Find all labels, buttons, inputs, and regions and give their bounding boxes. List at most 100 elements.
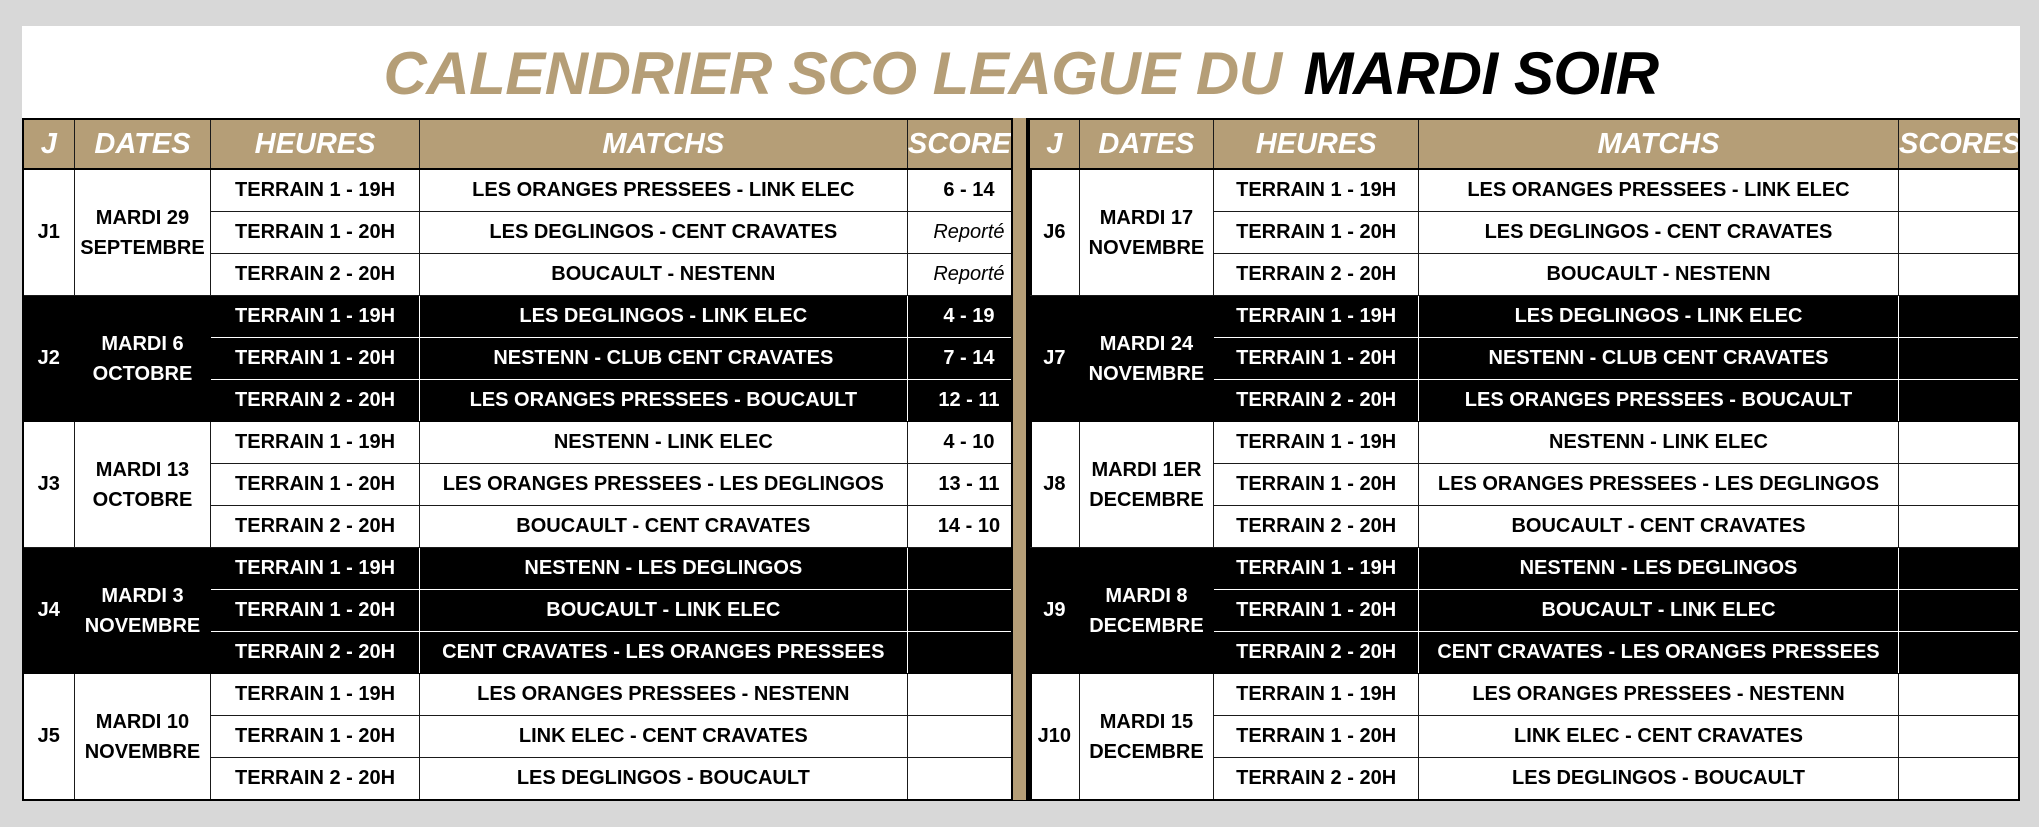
table-row: J7 MARDI 24 NOVEMBRE TERRAIN 1 - 19H LES DE… [1028, 295, 2020, 422]
matchday-cell: J7 [1028, 295, 1080, 422]
heure-cell: TERRAIN 1 - 19H [210, 295, 420, 338]
heure-cell: TERRAIN 1 - 20H [210, 211, 420, 254]
heure-cell: TERRAIN 1 - 20H [210, 589, 420, 632]
header-scores: SCORES [906, 118, 1032, 170]
date-cell: MARDI 6 OCTOBRE [73, 295, 212, 422]
table-row: TERRAIN 1 - 20H NESTENN - CLUB CENT CRAVA… [1029, 337, 2020, 380]
match-cell: BOUCAULT - LINK ELEC [418, 589, 908, 632]
matchday-cell: J6 [1028, 168, 1080, 296]
heure-cell: TERRAIN 1 - 19H [1213, 295, 1420, 338]
header-j: J [22, 118, 75, 170]
heure-cell: TERRAIN 2 - 20H [210, 631, 420, 674]
match-cell: LES DEGLINGOS - CENT CRAVATES [418, 211, 908, 254]
heure-cell: TERRAIN 1 - 19H [210, 547, 420, 590]
match-cell: BOUCAULT - NESTENN [1418, 253, 1899, 296]
table-row: J1 MARDI 29 SEPTEMBRE TERRAIN 1 - 19H LES O… [22, 168, 1032, 296]
match-cell: CENT CRAVATES - LES ORANGES PRESSEES [1418, 631, 1899, 674]
table-row: TERRAIN 2 - 20H LES DEGLINGOS - BOUCAULT [1029, 757, 2020, 801]
table-row: TERRAIN 2 - 20H LES ORANGES PRESSEES - BO… [23, 379, 1032, 422]
header-dates: DATES [73, 118, 212, 170]
match-cell: LINK ELEC - CENT CRAVATES [1418, 715, 1899, 758]
matchday-cell: J10 [1028, 673, 1080, 801]
table-row: J9 MARDI 8 DECEMBRE TERRAIN 1 - 19H NESTENN… [1028, 547, 2020, 674]
matchday-cell: J9 [1028, 547, 1080, 674]
heure-cell: TERRAIN 2 - 20H [210, 505, 420, 548]
match-cell: CENT CRAVATES - LES ORANGES PRESSEES [418, 631, 908, 674]
heure-cell: TERRAIN 1 - 19H [210, 168, 420, 212]
table-row: J8 MARDI 1ER DECEMBRE TERRAIN 1 - 19H NESTE… [1028, 421, 2020, 548]
matchday-cell: J1 [22, 168, 75, 296]
table-row: TERRAIN 1 - 20H LINK ELEC - CENT CRAVATES [1029, 715, 2020, 758]
match-cell: LINK ELEC - CENT CRAVATES [418, 715, 908, 758]
heure-cell: TERRAIN 1 - 19H [1213, 168, 1420, 212]
page-title: CALENDRIER SCO LEAGUE DU MARDI SOIR [22, 26, 2020, 118]
table-row: J2 MARDI 6 OCTOBRE TERRAIN 1 - 19H LES DEGL… [22, 295, 1032, 422]
table-row: J4 MARDI 3 NOVEMBRE TERRAIN 1 - 19H NESTENN… [22, 547, 1032, 674]
table-row: TERRAIN 2 - 20H CENT CRAVATES - LES ORANG… [1029, 631, 2020, 674]
match-cell: BOUCAULT - CENT CRAVATES [1418, 505, 1899, 548]
schedule-table-left: J DATES HEURES MATCHS SCORES J1 MARDI 29 … [22, 118, 1032, 801]
date-cell: MARDI 15 DECEMBRE [1078, 673, 1215, 801]
heure-cell: TERRAIN 1 - 19H [1213, 673, 1420, 716]
title-part-1: CALENDRIER SCO LEAGUE DU [383, 40, 1282, 107]
heure-cell: TERRAIN 1 - 20H [1213, 715, 1420, 758]
match-cell: BOUCAULT - NESTENN [418, 253, 908, 296]
heure-cell: TERRAIN 1 - 19H [1213, 547, 1420, 590]
table-row: TERRAIN 1 - 20H LES DEGLINGOS - CENT CRAV… [23, 211, 1032, 254]
heure-cell: TERRAIN 1 - 20H [1213, 337, 1420, 380]
match-cell: LES ORANGES PRESSEES - LES DEGLINGOS [418, 463, 908, 506]
date-cell: MARDI 17 NOVEMBRE [1078, 168, 1215, 296]
score-cell [1897, 715, 2020, 758]
matchday-cell: J4 [22, 547, 75, 674]
date-cell: MARDI 3 NOVEMBRE [73, 547, 212, 674]
table-row: TERRAIN 1 - 20H NESTENN - CLUB CENT CRAVA… [23, 337, 1032, 380]
heure-cell: TERRAIN 1 - 20H [210, 337, 420, 380]
score-cell [1897, 463, 2020, 506]
table-row: TERRAIN 2 - 20H BOUCAULT - CENT CRAVATES 1… [23, 505, 1032, 548]
table-row: TERRAIN 1 - 20H LES ORANGES PRESSEES - LE… [23, 463, 1032, 506]
header-dates: DATES [1078, 118, 1215, 170]
heure-cell: TERRAIN 1 - 19H [210, 673, 420, 716]
date-cell: MARDI 10 NOVEMBRE [73, 673, 212, 801]
matchday-cell: J3 [22, 421, 75, 548]
table-row: TERRAIN 2 - 20H BOUCAULT - NESTENN [1029, 253, 2020, 296]
score-cell [906, 631, 1032, 674]
matchday-cell: J2 [22, 295, 75, 422]
heure-cell: TERRAIN 1 - 19H [210, 421, 420, 464]
matchday-cell: J5 [22, 673, 75, 801]
match-cell: LES DEGLINGOS - CENT CRAVATES [1418, 211, 1899, 254]
heure-cell: TERRAIN 2 - 20H [1213, 253, 1420, 296]
heure-cell: TERRAIN 2 - 20H [210, 253, 420, 296]
header-heures: HEURES [1213, 118, 1420, 170]
table-row: TERRAIN 2 - 20H LES DEGLINGOS - BOUCAULT [23, 757, 1032, 801]
match-cell: NESTENN - LINK ELEC [418, 421, 908, 464]
match-cell: LES DEGLINGOS - LINK ELEC [1418, 295, 1899, 338]
table-row: TERRAIN 2 - 20H CENT CRAVATES - LES ORANG… [23, 631, 1032, 674]
score-cell [906, 715, 1032, 758]
schedule-sheet: CALENDRIER SCO LEAGUE DU MARDI SOIR J DAT… [22, 26, 2020, 801]
match-cell: LES ORANGES PRESSEES - NESTENN [418, 673, 908, 716]
match-cell: NESTENN - CLUB CENT CRAVATES [418, 337, 908, 380]
heure-cell: TERRAIN 1 - 20H [210, 715, 420, 758]
date-cell: MARDI 29 SEPTEMBRE [73, 168, 212, 296]
score-cell [1897, 379, 2020, 422]
score-cell [906, 547, 1032, 590]
match-cell: LES ORANGES PRESSEES - BOUCAULT [418, 379, 908, 422]
table-row: TERRAIN 2 - 20H BOUCAULT - NESTENN Reporté [23, 253, 1032, 296]
date-cell: MARDI 13 OCTOBRE [73, 421, 212, 548]
score-cell [906, 673, 1032, 716]
match-cell: BOUCAULT - CENT CRAVATES [418, 505, 908, 548]
score-cell: 12 - 11 [906, 379, 1032, 422]
score-cell [1897, 253, 2020, 296]
column-divider [1011, 118, 1028, 800]
header-scores: SCORES [1897, 118, 2020, 170]
score-cell: 4 - 19 [906, 295, 1032, 338]
match-cell: NESTENN - LES DEGLINGOS [1418, 547, 1899, 590]
match-cell: LES DEGLINGOS - BOUCAULT [418, 757, 908, 801]
heure-cell: TERRAIN 2 - 20H [1213, 505, 1420, 548]
match-cell: LES ORANGES PRESSEES - NESTENN [1418, 673, 1899, 716]
match-cell: LES DEGLINGOS - LINK ELEC [418, 295, 908, 338]
heure-cell: TERRAIN 2 - 20H [210, 379, 420, 422]
score-cell [1897, 505, 2020, 548]
match-cell: LES ORANGES PRESSEES - LINK ELEC [418, 168, 908, 212]
